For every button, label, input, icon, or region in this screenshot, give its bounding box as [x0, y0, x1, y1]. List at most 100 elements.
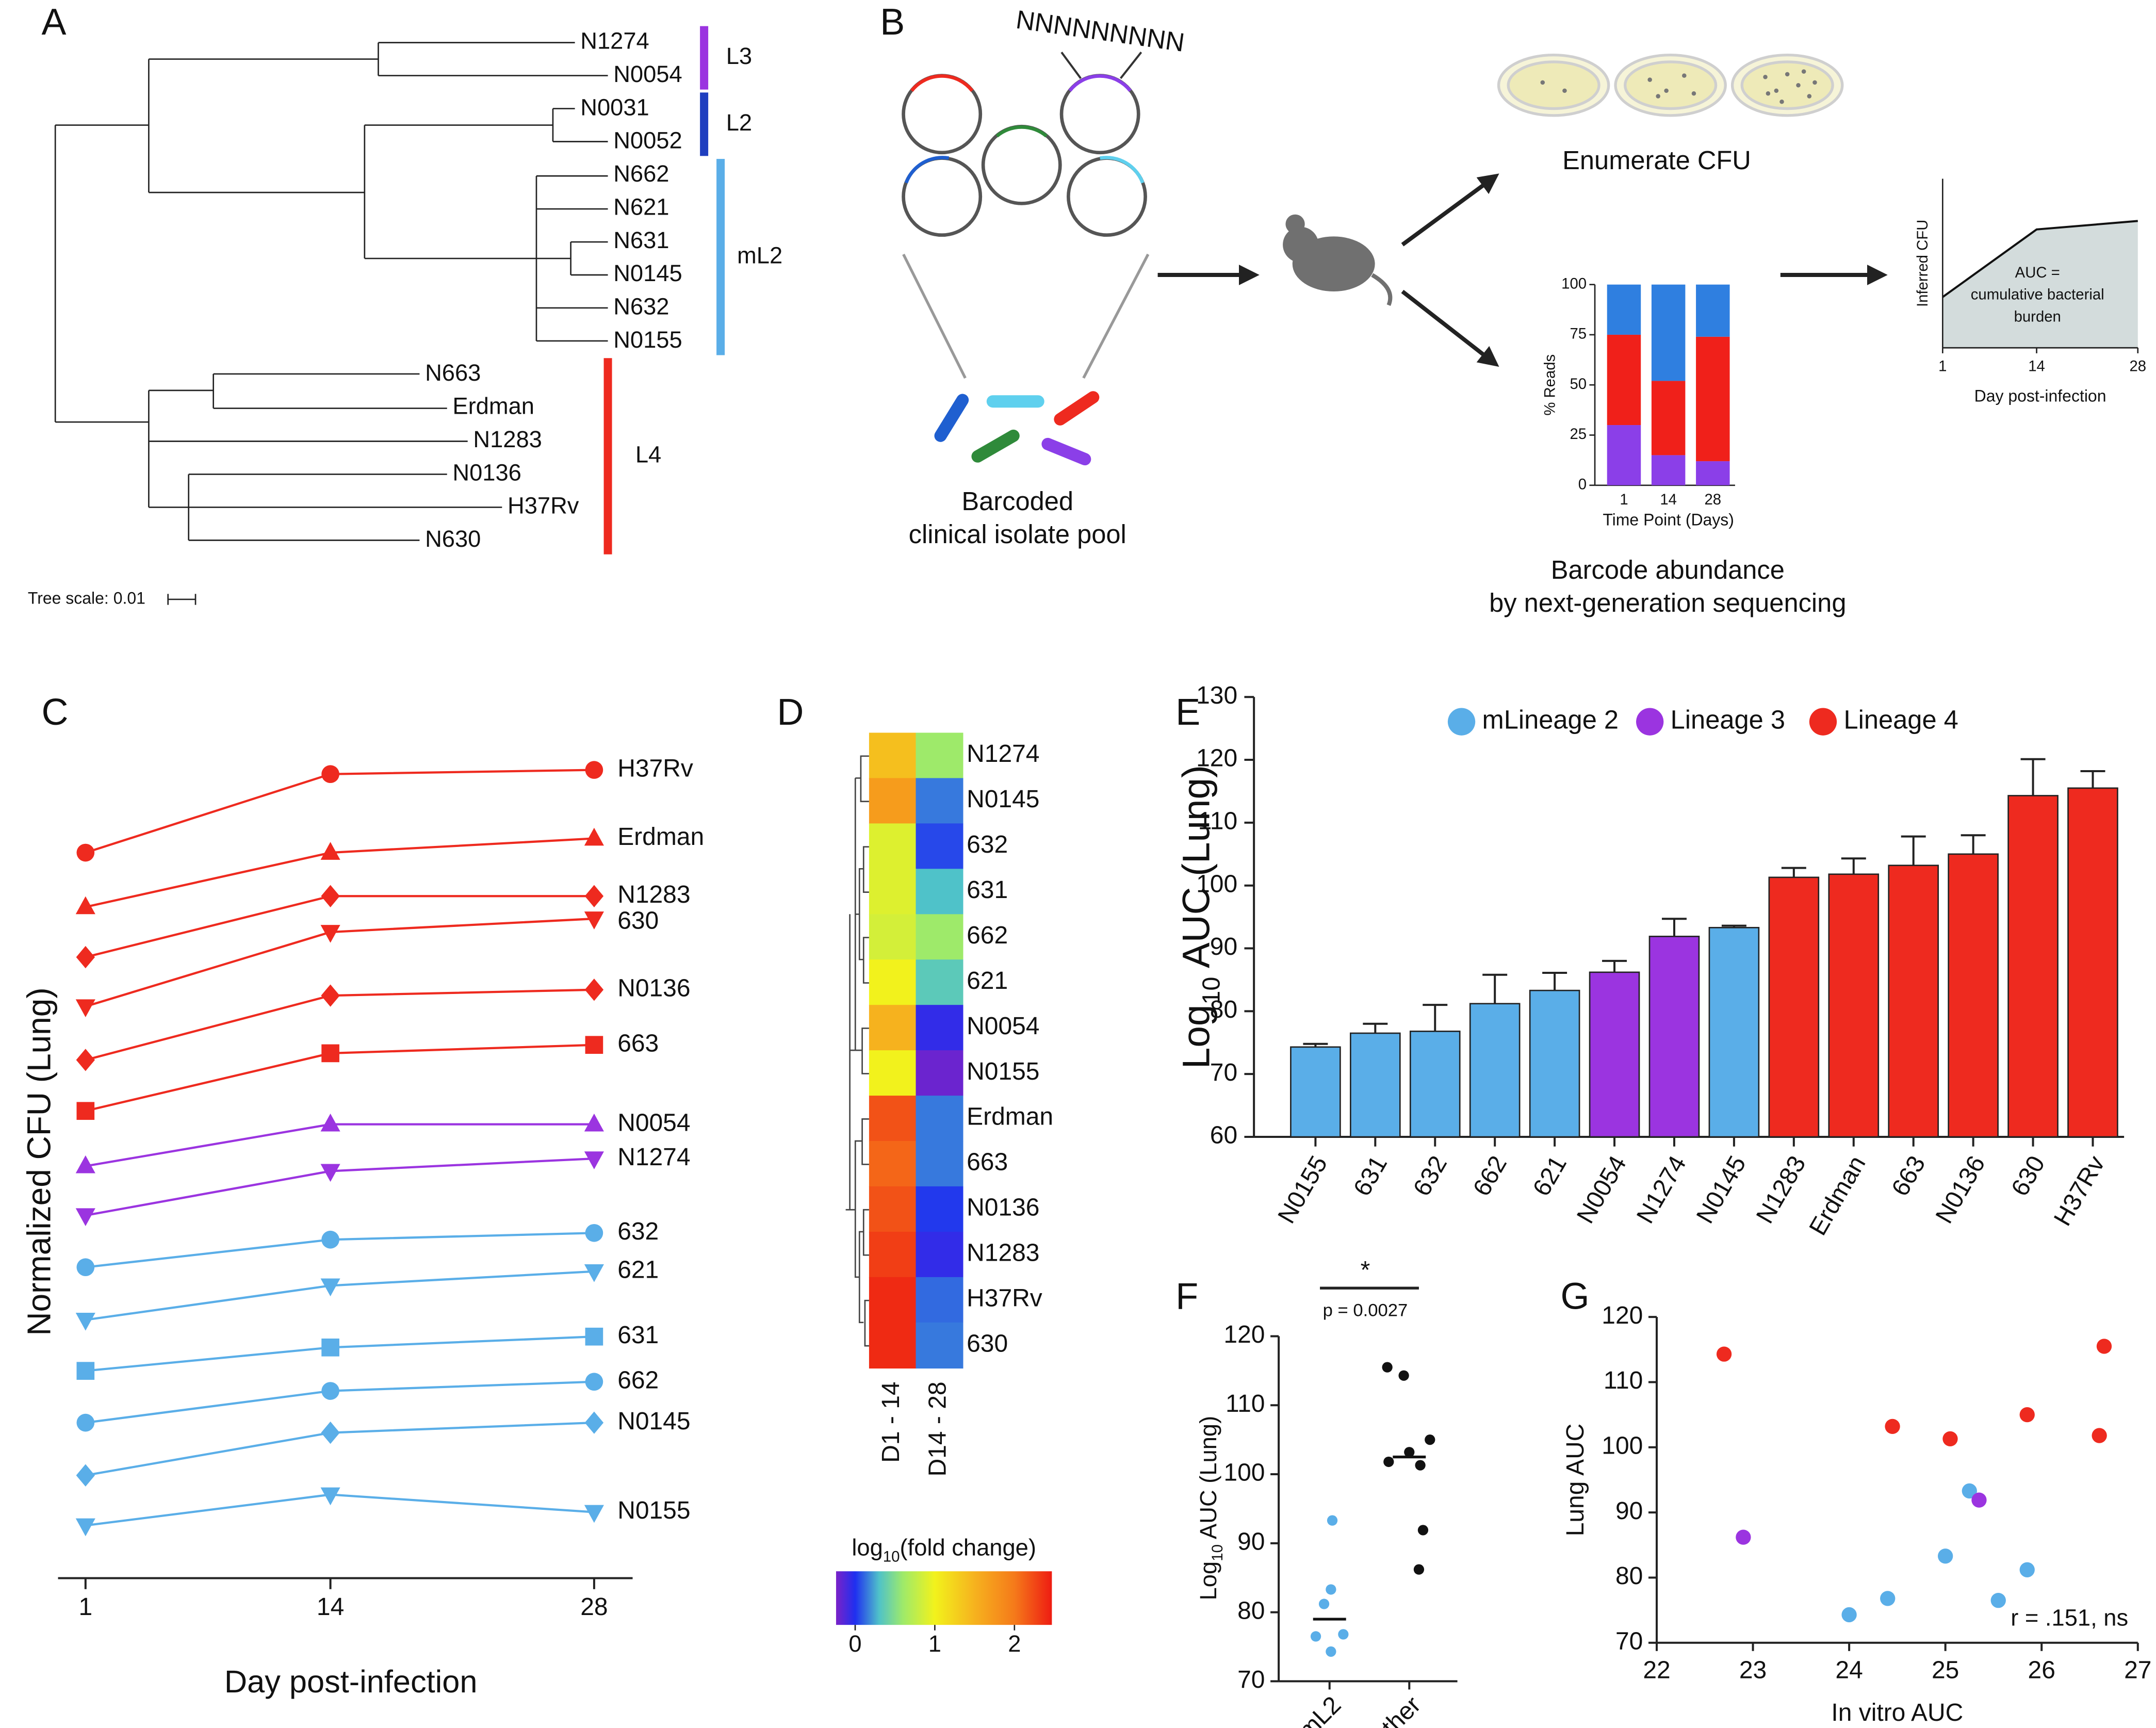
point: [76, 1413, 95, 1432]
heatmap-cell: [869, 732, 917, 779]
leaf-label: N662: [613, 160, 669, 187]
series-label: H37Rv: [617, 755, 693, 782]
heatmap-cell: [869, 1186, 917, 1233]
bar-segment: [1696, 461, 1730, 485]
x-axis-label: Day post-infection: [224, 1664, 478, 1699]
point: [1383, 1456, 1394, 1468]
heatmap-cell: [916, 1005, 963, 1051]
row-label: 621: [967, 967, 1008, 995]
row-label: N0145: [967, 786, 1039, 813]
point: [1425, 1434, 1435, 1445]
point: [75, 1155, 95, 1173]
y-tick-label: 70: [1210, 1059, 1237, 1086]
y-axis-label-part: 10: [1209, 1544, 1226, 1561]
leaf-label: N1283: [473, 426, 542, 452]
row-label: 630: [967, 1330, 1008, 1357]
row-label: H37Rv: [967, 1285, 1042, 1312]
bar: [1708, 926, 1760, 1138]
x-tick-label: 1: [78, 1593, 92, 1621]
point: [76, 843, 95, 862]
series-label: N0155: [617, 1497, 690, 1524]
y-tick-label: 90: [1210, 933, 1237, 960]
leaf-label: N0155: [613, 327, 682, 353]
clade-label: L4: [635, 441, 661, 467]
point: [1318, 1599, 1330, 1609]
y-axis-label-part: AUC (Lung): [1174, 765, 1217, 977]
heatmap-cell: [869, 869, 917, 915]
colorbar: [836, 1571, 1052, 1625]
point: [75, 1312, 95, 1331]
y-tick-label: 80: [1210, 996, 1237, 1023]
point: [320, 1113, 340, 1132]
row-label: Erdman: [967, 1103, 1053, 1131]
series-label: N0054: [617, 1109, 690, 1136]
colorbar-tick-label: 1: [928, 1631, 941, 1657]
row-label: 663: [967, 1149, 1008, 1176]
row-label: N0155: [967, 1058, 1039, 1085]
point: [320, 925, 340, 943]
point: [1990, 1592, 2006, 1608]
point: [1716, 1346, 1732, 1362]
point: [584, 827, 604, 846]
correlation-label: r = .151, ns: [2011, 1604, 2128, 1631]
heatmap-cell: [869, 823, 917, 870]
panel-label: B: [880, 2, 905, 43]
heatmap-cell: [869, 1231, 917, 1278]
auc-line: [1942, 220, 2138, 298]
point: [75, 1518, 95, 1537]
y-tick-label: 110: [1198, 808, 1237, 835]
tree-branches: [54, 42, 608, 541]
leaf-label: N663: [425, 360, 481, 386]
column-label: D1 - 14: [877, 1381, 905, 1462]
auc-area: [1942, 221, 2138, 348]
clade-bar: [603, 358, 612, 555]
series-label: 662: [617, 1366, 659, 1394]
y-tick-label: 130: [1196, 682, 1237, 709]
x-tick-label: 22: [1643, 1656, 1670, 1684]
bar-segment: [1651, 284, 1686, 381]
x-tick-label: 23: [1739, 1656, 1767, 1684]
point: [2092, 1428, 2107, 1443]
series-label: 632: [617, 1218, 659, 1245]
heatmap-cell: [916, 1141, 963, 1187]
auc-annotation: cumulative bacterial: [1971, 286, 2104, 303]
point: [2019, 1407, 2035, 1423]
y-tick-label: 110: [1604, 1367, 1643, 1394]
heatmap-cell: [869, 1322, 917, 1369]
panel-label: A: [42, 2, 67, 43]
panel-label: D: [777, 692, 804, 733]
series-label: 621: [617, 1257, 659, 1284]
sequencing-label: Barcode abundance: [1551, 555, 1785, 584]
heatmap-cell: [916, 1186, 963, 1233]
y-axis-label-part: 10: [1197, 977, 1225, 1005]
x-tick-label: 24: [1835, 1656, 1863, 1684]
legend-marker: [1809, 708, 1837, 736]
heatmap-cell: [869, 1005, 917, 1051]
heatmap-cell: [916, 1322, 963, 1369]
heatmap-cell: [916, 732, 963, 779]
auc-annotation: burden: [2014, 308, 2061, 325]
panel-label: C: [42, 692, 69, 733]
x-axis-label: Time Point (Days): [1603, 511, 1734, 529]
barcode-lines: [1060, 52, 1142, 79]
y-tick-label: 120: [1602, 1302, 1643, 1329]
bar-segment: [1607, 334, 1641, 426]
heatmap-cell: [916, 959, 963, 1006]
point: [320, 1278, 340, 1297]
legend-marker: [1636, 708, 1664, 736]
y-tick-label: 70: [1237, 1666, 1265, 1693]
heatmap-cell: [869, 1050, 917, 1097]
clade-label: mL2: [737, 242, 782, 268]
y-tick-label: 0: [1578, 476, 1587, 493]
x-axis-label: Day post-infection: [1974, 387, 2106, 405]
point: [321, 885, 340, 907]
panel-label: G: [1560, 1276, 1589, 1317]
y-tick-label: 80: [1615, 1562, 1643, 1590]
clade-bar: [716, 159, 725, 355]
tree-scale-bar: [167, 594, 197, 605]
point: [1885, 1419, 1900, 1434]
point: [76, 1102, 95, 1120]
bar: [1409, 1031, 1461, 1138]
x-tick-label: 28: [580, 1593, 608, 1621]
x-tick-label: 25: [1932, 1656, 1959, 1684]
